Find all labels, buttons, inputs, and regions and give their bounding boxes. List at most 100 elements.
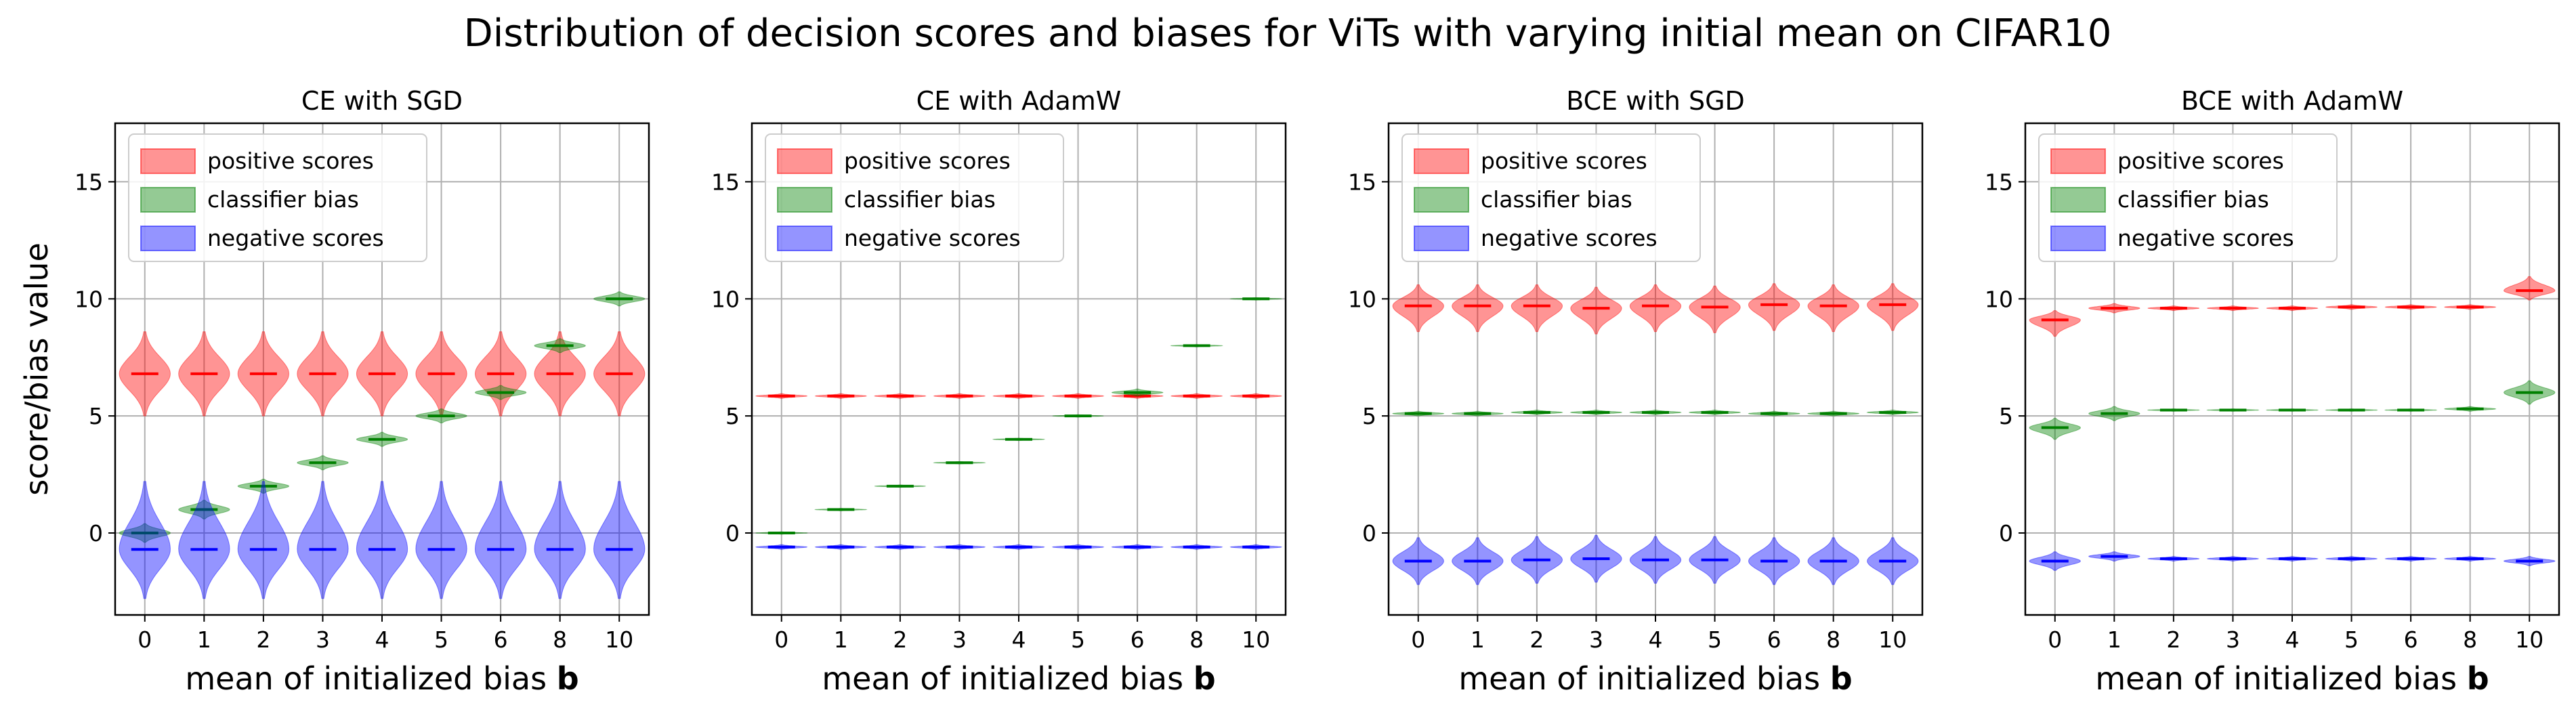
x-axis-label: mean of initialized bias b	[185, 660, 578, 697]
violin-negative	[237, 481, 290, 599]
y-tick-label: 0	[725, 520, 740, 547]
x-tick-label: 5	[2344, 626, 2359, 653]
violin-positive	[1689, 285, 1741, 333]
legend-label-negative: negative scores	[844, 225, 1021, 251]
x-tick-label: 3	[1589, 626, 1603, 653]
y-tick-label: 15	[75, 169, 103, 195]
legend-box	[1401, 133, 1701, 262]
y-tick-label: 5	[725, 403, 740, 429]
y-tick-label: 15	[711, 169, 740, 195]
x-axis-label-text: mean of initialized bias	[822, 660, 1193, 697]
panel-1: 0 1 2 3 4 5 6 8 10 0 5 10 15 CE with SGD mean of initi…	[18, 86, 650, 697]
legend-label-positive: positive scores	[844, 148, 1011, 174]
legend-swatch-bias	[140, 187, 196, 213]
x-tick-label: 0	[138, 626, 152, 653]
x-tick-label: 5	[1708, 626, 1722, 653]
violin-negative	[474, 481, 527, 599]
violin-positive	[1867, 283, 1919, 331]
x-tick-label: 8	[1826, 626, 1840, 653]
x-axis-label-text: mean of initialized bias	[1458, 660, 1830, 697]
x-tick-label: 8	[553, 626, 567, 653]
violin-negative	[297, 481, 349, 599]
x-tick-label: 3	[316, 626, 330, 653]
x-tick-label: 4	[2285, 626, 2300, 653]
x-axis-label-symbol: b	[557, 660, 579, 697]
panel-4: 0 1 2 3 4 5 6 8 10 0 5 10 15 BCE with AdamW mean of in…	[1985, 86, 2560, 697]
violin-positive	[1392, 284, 1444, 333]
y-tick-label: 0	[1999, 520, 2013, 547]
x-tick-label: 1	[2107, 626, 2121, 653]
x-axis-label-text: mean of initialized bias	[2095, 660, 2466, 697]
x-tick-label: 10	[1242, 626, 1270, 653]
legend-swatch-positive	[777, 148, 832, 174]
legend-swatch-bias	[777, 187, 832, 213]
violin-negative	[178, 481, 230, 599]
panel-title: BCE with AdamW	[2181, 86, 2403, 116]
x-tick-label: 4	[1649, 626, 1663, 653]
panel-2: 0 1 2 3 4 5 6 8 10 0 5 10 15 CE with AdamW mean of ini…	[711, 86, 1287, 697]
violin-positive	[1629, 284, 1682, 333]
figure-title: Distribution of decision scores and bias…	[464, 12, 2112, 56]
x-tick-label: 3	[2226, 626, 2240, 653]
legend-label-negative: negative scores	[1481, 225, 1657, 251]
legend-label-bias: classifier bias	[207, 186, 359, 213]
violin-negative	[356, 481, 408, 599]
legend-swatch-negative	[777, 226, 832, 251]
x-tick-label: 0	[2048, 626, 2062, 653]
legend-label-negative: negative scores	[2117, 225, 2294, 251]
x-tick-label: 1	[834, 626, 848, 653]
legend-swatch-positive	[1414, 148, 1469, 174]
legend-label-bias: classifier bias	[2117, 186, 2269, 213]
x-tick-label: 2	[893, 626, 907, 653]
plot-area	[755, 297, 1283, 550]
y-tick-label: 15	[1985, 169, 2013, 195]
x-tick-label: 10	[2515, 626, 2543, 653]
y-tick-label: 5	[1999, 403, 2013, 429]
violin-positive	[2504, 276, 2556, 301]
legend-swatch-negative	[2050, 226, 2106, 251]
x-tick-label: 0	[774, 626, 788, 653]
x-axis-label-symbol: b	[1194, 660, 1216, 697]
violin-positive	[1807, 284, 1859, 333]
violin-positive	[1570, 286, 1622, 335]
y-tick-label: 10	[1348, 286, 1376, 312]
x-tick-label: 6	[1767, 626, 1781, 653]
y-tick-label: 10	[75, 286, 103, 312]
legend-swatch-negative	[1414, 226, 1469, 251]
y-tick-label: 0	[89, 520, 103, 547]
legend-label-bias: classifier bias	[1481, 186, 1632, 213]
legend-box	[128, 133, 427, 262]
legend-box	[2038, 133, 2338, 262]
y-tick-label: 5	[1362, 403, 1376, 429]
legend-swatch-negative	[140, 226, 196, 251]
x-tick-label: 6	[494, 626, 508, 653]
y-tick-label: 0	[1362, 520, 1376, 547]
x-axis-label: mean of initialized bias b	[1458, 660, 1852, 697]
x-tick-label: 0	[1411, 626, 1425, 653]
legend-label-positive: positive scores	[207, 148, 374, 174]
x-tick-label: 5	[434, 626, 448, 653]
violin-negative	[593, 481, 646, 599]
x-axis-label-text: mean of initialized bias	[185, 660, 556, 697]
legend: positive scores classifier bias negative s…	[128, 133, 427, 262]
legend-swatch-positive	[2050, 148, 2106, 174]
y-axis-label: score/bias value	[18, 242, 55, 496]
x-tick-label: 4	[1012, 626, 1026, 653]
x-tick-label: 6	[1131, 626, 1145, 653]
x-tick-label: 8	[1189, 626, 1204, 653]
x-tick-label: 2	[256, 626, 270, 653]
x-tick-label: 2	[2166, 626, 2180, 653]
panel-title: BCE with SGD	[1566, 86, 1745, 116]
legend-label-bias: classifier bias	[844, 186, 996, 213]
x-tick-label: 10	[1878, 626, 1907, 653]
violin-negative	[119, 481, 171, 599]
x-axis-label-symbol: b	[2467, 660, 2489, 697]
violin-positive	[1452, 284, 1504, 333]
plot-area	[119, 291, 646, 599]
legend-swatch-bias	[1414, 187, 1469, 213]
x-tick-label: 10	[605, 626, 633, 653]
legend-box	[765, 133, 1064, 262]
panel-title: CE with AdamW	[916, 86, 1122, 116]
legend-label-positive: positive scores	[2117, 148, 2284, 174]
